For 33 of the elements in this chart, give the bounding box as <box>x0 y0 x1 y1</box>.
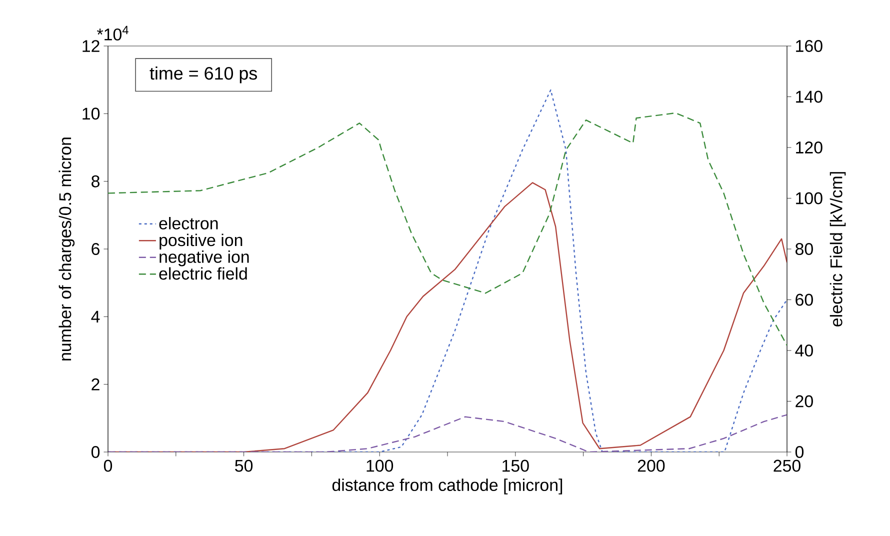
y2-tick-label: 120 <box>796 142 822 154</box>
x-axis-title: distance from cathode [micron] <box>332 478 562 494</box>
text: *10$^{4}$ <box>97 26 128 40</box>
legend-label: electric field <box>159 267 247 280</box>
x-tick-label: 100 <box>366 460 394 472</box>
x-tick-label: 0 <box>104 460 112 472</box>
y2-tick-label: 60 <box>796 294 813 306</box>
legend-label: electron <box>159 216 218 230</box>
y2-tick-label: 160 <box>796 40 822 52</box>
y2-axis-title: electric Field [kV/cm] <box>830 172 846 326</box>
y-tick-label: 0 <box>91 446 100 458</box>
y2-tick-label: 20 <box>796 395 813 408</box>
y-tick-label: 8 <box>92 175 100 188</box>
x-tick-label: 50 <box>235 460 253 472</box>
legend-label: negative ion <box>160 250 249 266</box>
y-tick-label: 4 <box>91 310 100 322</box>
legend-label: positive ion <box>160 234 242 250</box>
y2-tick-label: 0 <box>795 446 804 458</box>
y2-tick-label: 100 <box>796 192 822 204</box>
x-tick-label: 150 <box>502 460 529 472</box>
y2-tick-label: 40 <box>795 344 813 356</box>
y-tick-label: 10 <box>82 108 100 120</box>
x-tick-label: 200 <box>638 460 665 472</box>
y-tick-label: 2 <box>92 378 100 390</box>
annotation: time = 610 ps <box>150 66 257 84</box>
x-tick-label: 250 <box>774 460 800 472</box>
line-series <box>108 112 788 346</box>
line-series <box>108 414 788 452</box>
y-tick-label: 6 <box>92 243 100 255</box>
y2-tick-label: 140 <box>796 90 822 103</box>
y-axis-title: number of charges/0.5 micron <box>58 138 75 360</box>
y2-tick-label: 80 <box>796 243 813 255</box>
y-tick-label: 12 <box>82 40 100 52</box>
